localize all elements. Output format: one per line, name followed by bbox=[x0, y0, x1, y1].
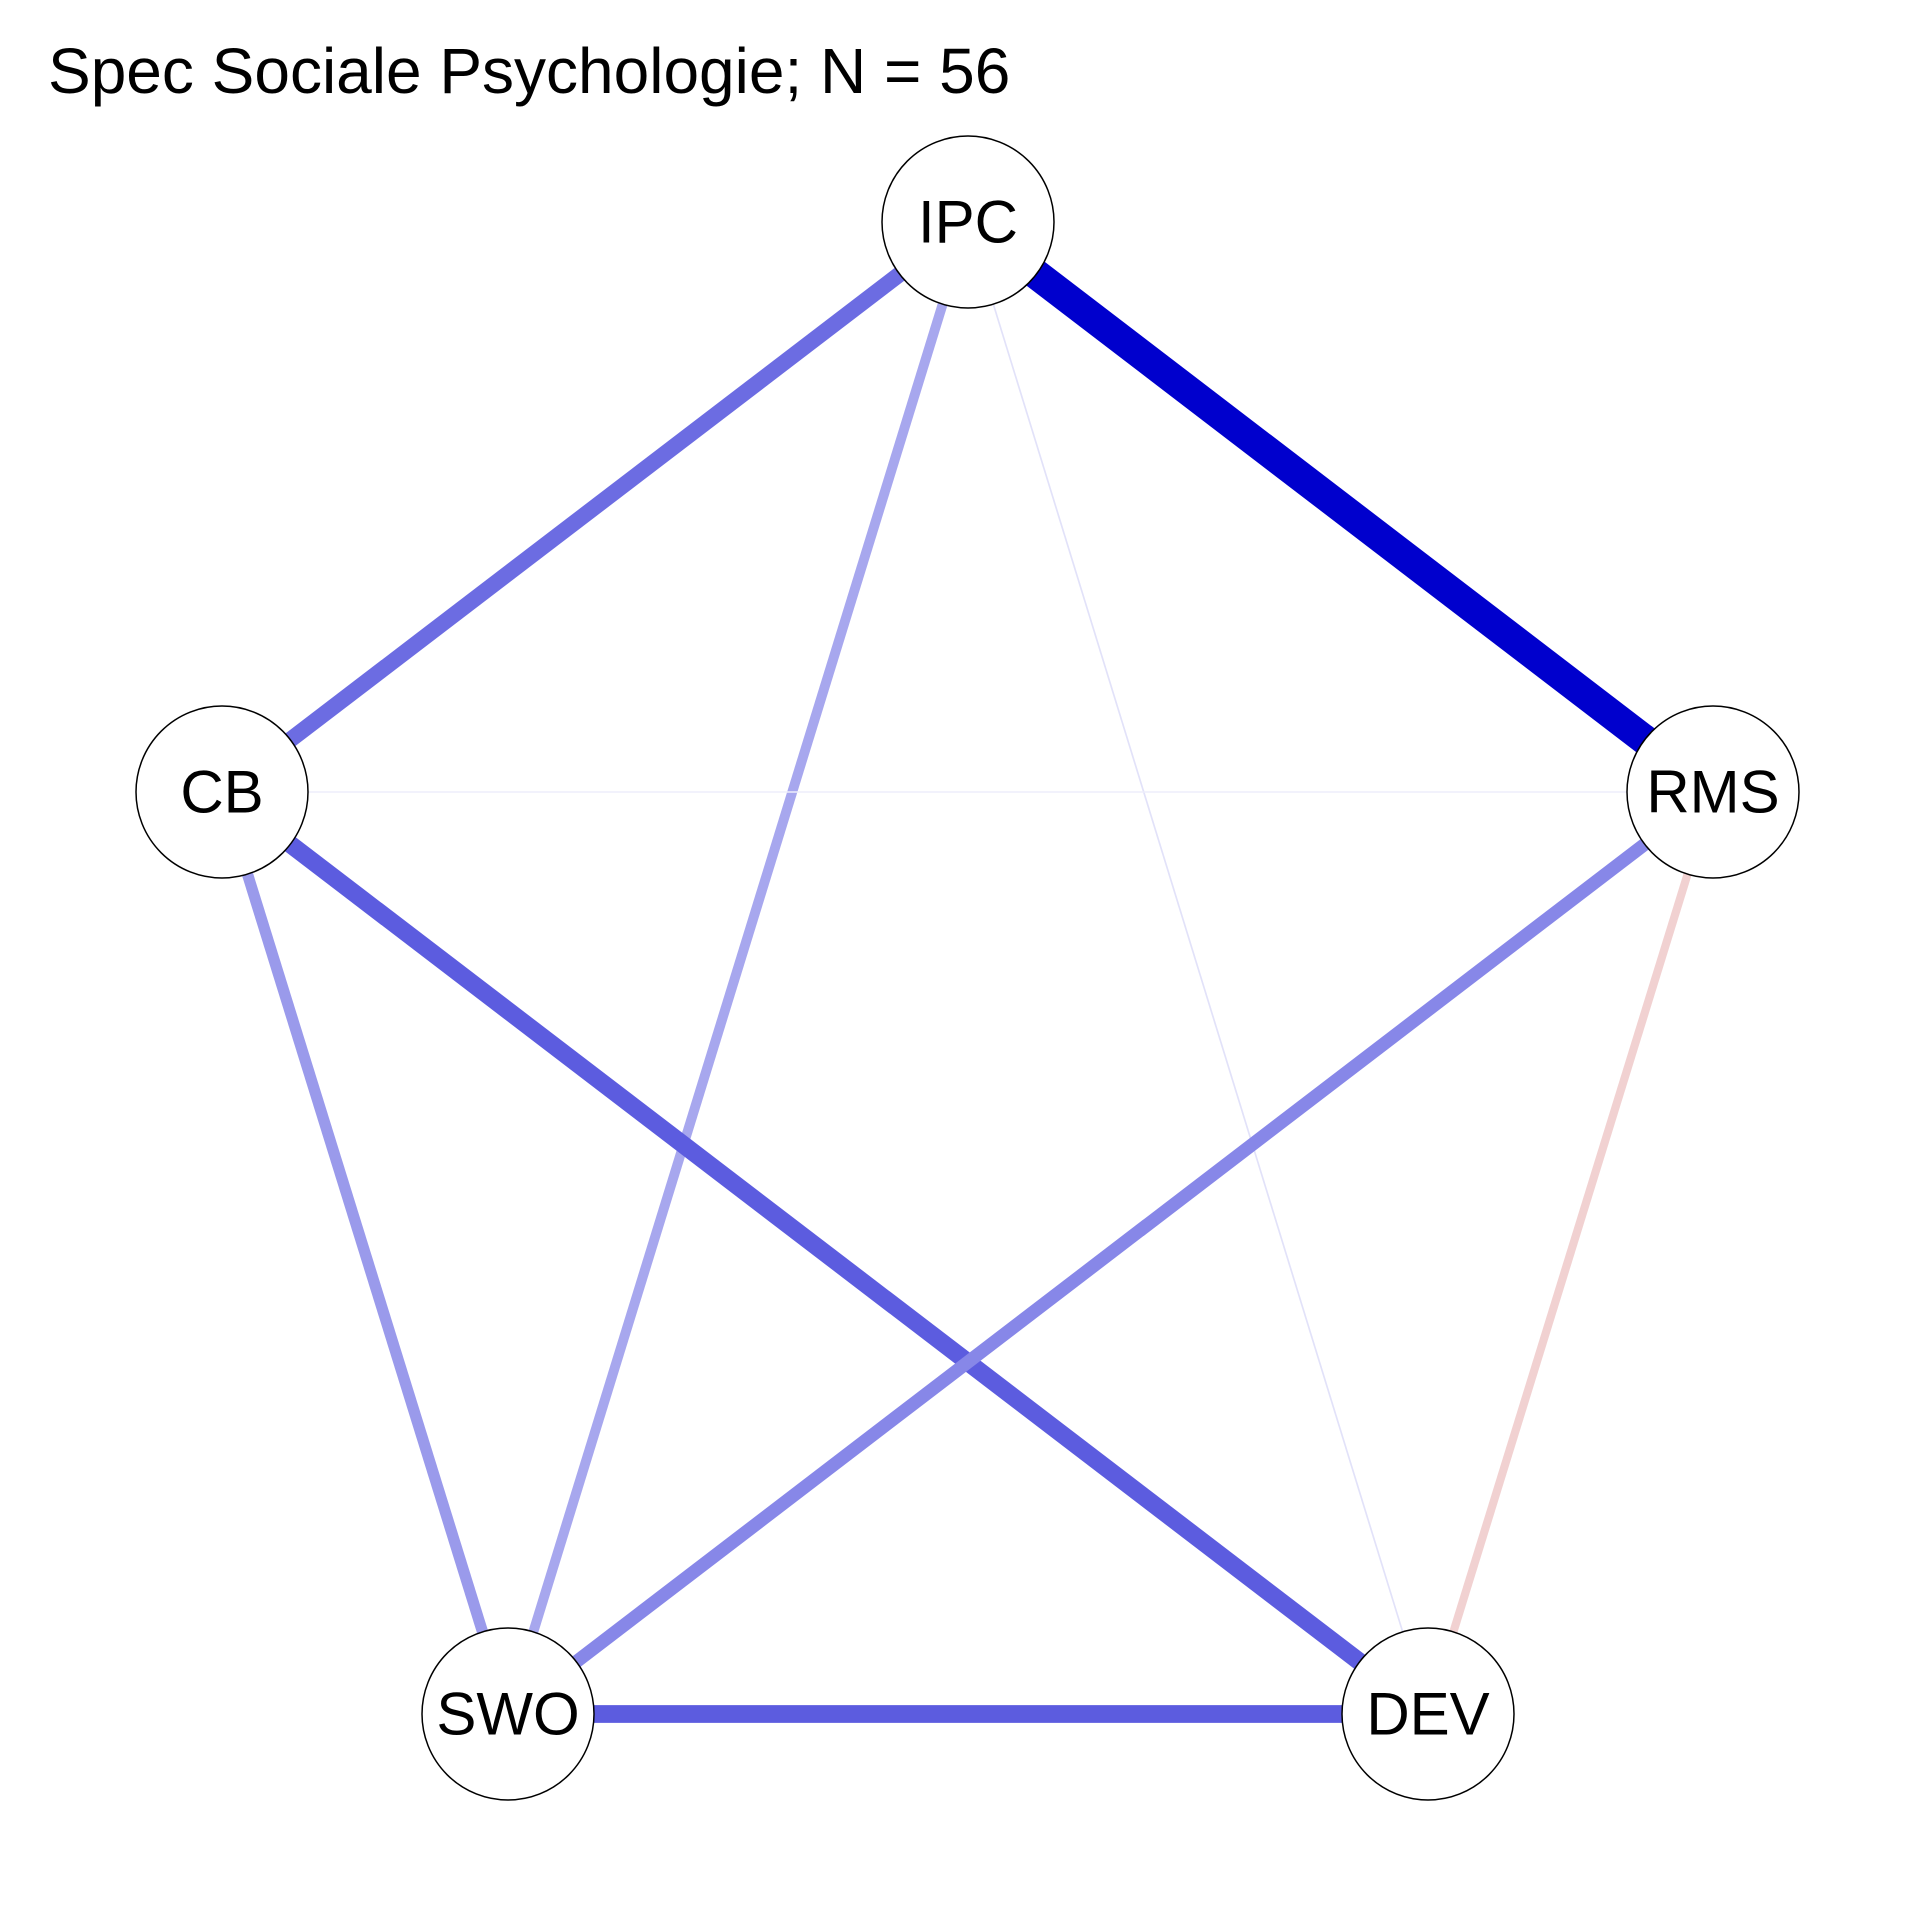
node-circle bbox=[1626, 705, 1800, 879]
node-circle bbox=[421, 1627, 595, 1801]
node-label: RMS bbox=[1646, 759, 1779, 826]
node-label: IPC bbox=[918, 189, 1018, 256]
node-dev: DEV bbox=[1341, 1627, 1515, 1801]
node-label: CB bbox=[180, 759, 263, 826]
edge-layer bbox=[216, 210, 1723, 1723]
node-swo: SWO bbox=[421, 1627, 595, 1801]
node-label: DEV bbox=[1366, 1681, 1489, 1748]
edge-ipc-swo bbox=[503, 220, 973, 1716]
plot-title: Spec Sociale Psychologie; N = 56 bbox=[48, 35, 1010, 107]
node-rms: RMS bbox=[1626, 705, 1800, 879]
node-label: SWO bbox=[436, 1681, 579, 1748]
edge-ipc-cb bbox=[217, 215, 973, 799]
node-circle bbox=[135, 705, 309, 879]
node-circle bbox=[1341, 1627, 1515, 1801]
edge-rms-swo bbox=[503, 786, 1718, 1720]
node-layer: IPC RMS DEV SWO CB bbox=[135, 135, 1800, 1801]
edge-cb-swo bbox=[216, 790, 514, 1716]
node-cb: CB bbox=[135, 705, 309, 879]
edge-ipc-dev bbox=[967, 221, 1429, 1715]
node-circle bbox=[881, 135, 1055, 309]
node-ipc: IPC bbox=[881, 135, 1055, 309]
edge-ipc-rms bbox=[958, 210, 1723, 804]
edge-cb-dev bbox=[216, 784, 1434, 1722]
edge-rms-dev bbox=[1424, 790, 1717, 1716]
